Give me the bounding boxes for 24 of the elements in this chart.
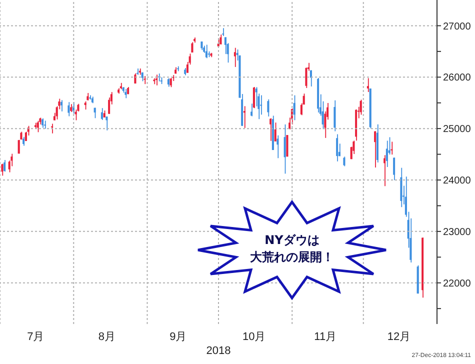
candlestick [136, 68, 139, 75]
x-tick-label: 12月 [387, 330, 411, 343]
candlestick [144, 76, 146, 84]
y-tick-label: 25000 [443, 124, 472, 136]
x-tick-label: 8月 [98, 330, 116, 343]
candlestick [222, 28, 224, 36]
y-tick-label: 23000 [443, 226, 472, 238]
annotation: 大荒れの展開！ [249, 249, 335, 266]
candlestick [44, 120, 46, 129]
x-axis-title: 2018 [206, 345, 231, 357]
y-tick-label: 24000 [443, 176, 472, 187]
x-tick-label: 10月 [242, 330, 266, 343]
y-tick-label: 26000 [443, 72, 472, 84]
x-tick-label: 9月 [170, 330, 187, 343]
y-tick-label: 22000 [443, 278, 472, 290]
candlestick [156, 74, 158, 86]
candlestick [366, 78, 369, 92]
annotation: NYダウは [264, 232, 320, 249]
x-tick-label: 11月 [314, 330, 337, 343]
candlestick [243, 106, 246, 128]
candlestick [260, 95, 262, 115]
candlestick [384, 155, 386, 186]
y-tick-label: 27000 [443, 21, 472, 32]
x-tick-label: 7月 [27, 330, 44, 343]
